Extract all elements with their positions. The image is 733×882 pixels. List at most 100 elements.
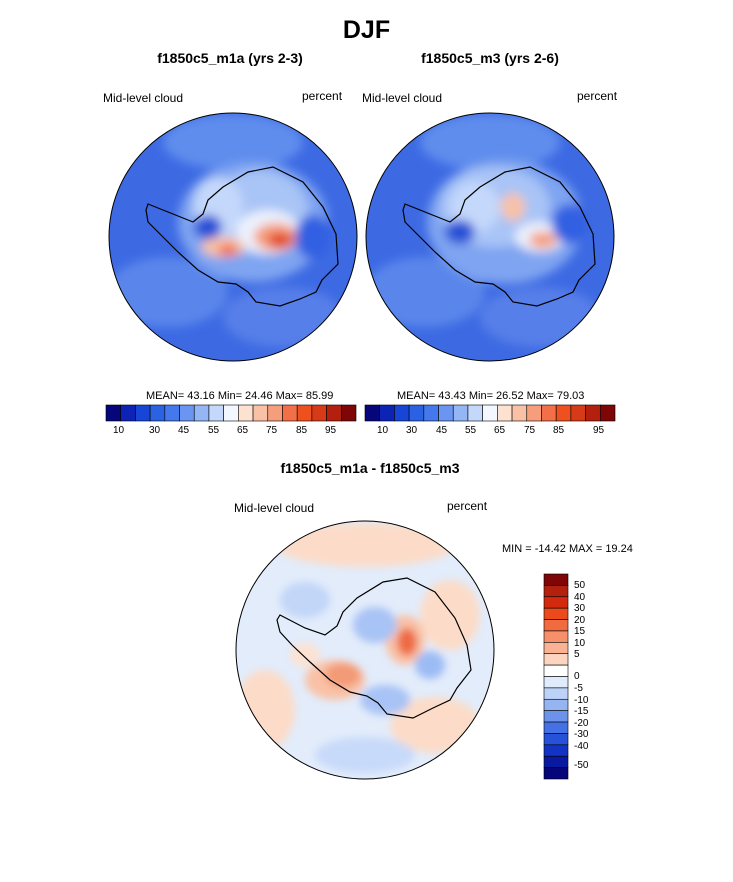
colorbar-box [543, 630, 569, 643]
panel-2-map [365, 112, 615, 362]
colorbar-box [543, 733, 569, 746]
difference-tick: -30 [574, 729, 589, 740]
colorbar-box [543, 664, 569, 677]
panel-2-tick: 30 [406, 425, 418, 436]
colorbar-box [467, 404, 483, 422]
panel-2-colorbar [364, 404, 616, 422]
colorbar-box [599, 404, 616, 422]
colorbar-box [482, 404, 498, 422]
panel-2-tick: 65 [494, 425, 506, 436]
colorbar-box [543, 767, 569, 780]
panel-1-tick: 55 [208, 425, 220, 436]
colorbar-box [164, 404, 180, 422]
panel-3-variable-label: Mid-level cloud [234, 501, 315, 515]
colorbar-box [543, 642, 569, 655]
colorbar-box [543, 607, 569, 620]
difference-tick: 20 [574, 615, 586, 626]
panel-2-tick: 45 [436, 425, 448, 436]
difference-tick: -50 [574, 760, 589, 771]
colorbar-box [497, 404, 513, 422]
difference-tick: -15 [574, 706, 589, 717]
panel-1-tick: 85 [296, 425, 308, 436]
colorbar-box [541, 404, 557, 422]
panel-2-tick: 85 [553, 425, 565, 436]
panel-1-tick: 30 [149, 425, 161, 436]
panel-2-tick: 55 [465, 425, 477, 436]
difference-tick: 40 [574, 592, 586, 603]
colorbar-box [570, 404, 586, 422]
colorbar-box [543, 755, 569, 768]
colorbar-box [252, 404, 269, 422]
difference-tick: 0 [574, 671, 580, 682]
difference-tick: -10 [574, 695, 589, 706]
colorbar-box [543, 676, 569, 689]
difference-tick: 10 [574, 638, 586, 649]
colorbar-box [526, 404, 542, 422]
colorbar-box [511, 404, 528, 422]
colorbar-box [340, 404, 357, 422]
panel-2-tick: 95 [593, 425, 605, 436]
panel-1-map [108, 112, 358, 362]
colorbar-box [296, 404, 313, 422]
difference-tick: -40 [574, 741, 589, 752]
colorbar-box [543, 698, 569, 711]
difference-tick: -5 [574, 683, 583, 694]
panel-3-stats: MIN = -14.42 MAX = 19.24 [502, 543, 633, 555]
colorbar-box [543, 653, 569, 666]
colorbar-box [543, 710, 569, 723]
panel-1-subtitle: f1850c5_m1a (yrs 2-3) [157, 50, 303, 66]
colorbar-box [311, 404, 327, 422]
panel-1-stats: MEAN= 43.16 Min= 24.46 Max= 85.99 [146, 390, 334, 402]
colorbar-box [543, 585, 569, 598]
panel-2-tick: 75 [524, 425, 536, 436]
panel-2-units-label: percent [577, 89, 618, 103]
colorbar-box [379, 404, 395, 422]
panel-1-variable-label: Mid-level cloud [103, 91, 184, 105]
colorbar-box [543, 687, 569, 700]
main-title: DJF [342, 16, 391, 44]
colorbar-box [282, 404, 298, 422]
difference-tick: -20 [574, 718, 589, 729]
panel-1-tick: 65 [237, 425, 249, 436]
panel-1-colorbar [105, 404, 357, 422]
difference-colorbar [543, 573, 569, 780]
colorbar-box [543, 573, 569, 586]
panel-2-tick: 10 [377, 425, 389, 436]
panel-3-subtitle: f1850c5_m1a - f1850c5_m3 [280, 460, 460, 476]
colorbar-box [543, 721, 569, 734]
panel-1-tick: 95 [325, 425, 337, 436]
difference-tick: 15 [574, 626, 586, 637]
panel-3-units-label: percent [447, 499, 488, 513]
colorbar-box [555, 404, 572, 422]
colorbar-box [543, 596, 569, 609]
panel-2-stats: MEAN= 43.43 Min= 26.52 Max= 79.03 [397, 390, 585, 402]
colorbar-box [223, 404, 239, 422]
colorbar-box [543, 619, 569, 632]
colorbar-box [193, 404, 210, 422]
difference-tick: 50 [574, 580, 586, 591]
colorbar-box [452, 404, 469, 422]
colorbar-box [238, 404, 254, 422]
panel-1-units-label: percent [302, 89, 343, 103]
panel-1-coastline [145, 166, 339, 307]
panel-3-map [235, 520, 495, 780]
colorbar-box [267, 404, 283, 422]
colorbar-box [149, 404, 166, 422]
colorbar-box [105, 404, 122, 422]
colorbar-box [179, 404, 195, 422]
colorbar-box [394, 404, 410, 422]
colorbar-box [326, 404, 342, 422]
panel-2-subtitle: f1850c5_m3 (yrs 2-6) [421, 50, 559, 66]
colorbar-box [438, 404, 454, 422]
panel-2-variable-label: Mid-level cloud [362, 91, 443, 105]
colorbar-box [585, 404, 601, 422]
panel-1-tick: 75 [266, 425, 278, 436]
panel-1-tick: 10 [113, 425, 125, 436]
colorbar-box [208, 404, 224, 422]
difference-tick: 30 [574, 603, 586, 614]
difference-tick: 5 [574, 649, 580, 660]
colorbar-box [135, 404, 151, 422]
panel-3-coastline [276, 577, 472, 719]
colorbar-box [543, 744, 569, 757]
colorbar-box [423, 404, 439, 422]
